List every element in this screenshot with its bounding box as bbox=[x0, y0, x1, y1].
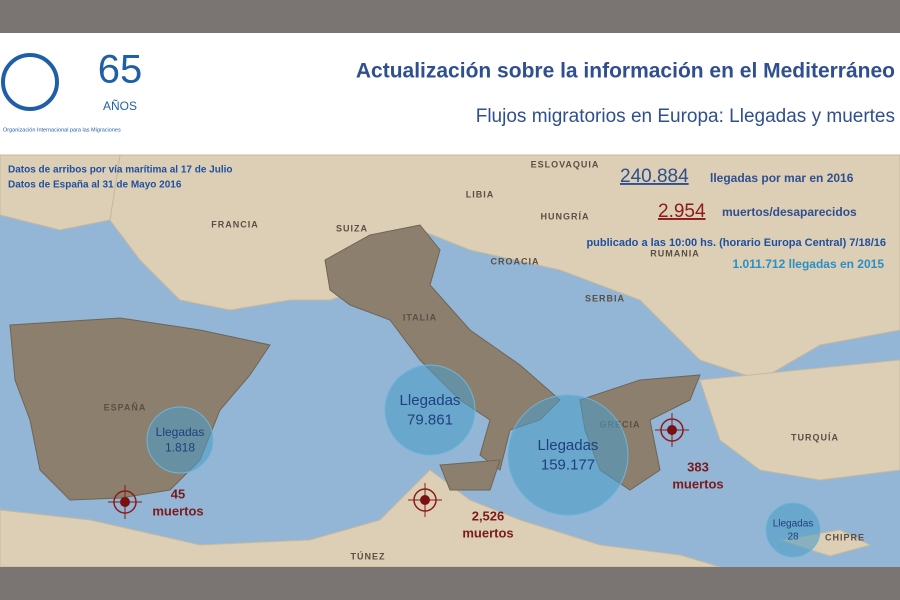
death-label: muertos bbox=[672, 476, 723, 491]
country-label: TÚNEZ bbox=[351, 550, 386, 561]
note: Datos de arribos por vía marítima al 17 … bbox=[8, 165, 233, 176]
target-dot bbox=[120, 497, 130, 507]
target-dot bbox=[420, 495, 430, 505]
header-bg bbox=[0, 33, 900, 155]
bubble-label: Llegadas bbox=[538, 437, 599, 454]
arrival-bubble bbox=[765, 502, 821, 558]
bubble-value: 1.818 bbox=[165, 441, 195, 455]
death-value: 45 bbox=[171, 486, 185, 501]
title: Actualización sobre la información en el… bbox=[356, 60, 895, 83]
top-bar bbox=[0, 0, 900, 33]
bubble-label: Llegadas bbox=[773, 519, 814, 530]
published: publicado a las 10:00 hs. (horario Europ… bbox=[586, 237, 886, 249]
country-label: FRANCIA bbox=[211, 219, 259, 229]
arrivals-number: 240.884 bbox=[620, 166, 689, 187]
subtitle: Flujos migratorios en Europa: Llegadas y… bbox=[476, 106, 895, 127]
bubble-value: 28 bbox=[787, 532, 799, 543]
deaths-text: muertos/desaparecidos bbox=[722, 205, 857, 219]
header: 65 AÑOS Organización Internacional para … bbox=[1, 48, 895, 133]
country-label: ITALIA bbox=[403, 312, 437, 322]
death-value: 383 bbox=[687, 459, 709, 474]
country-label: ESPAÑA bbox=[104, 402, 147, 412]
bubble-label: Llegadas bbox=[400, 392, 461, 409]
country-label: SERBIA bbox=[585, 293, 625, 303]
country-label: HUNGRÍA bbox=[541, 211, 590, 221]
country-label: CHIPRE bbox=[825, 532, 865, 542]
country-label: CROACIA bbox=[491, 256, 540, 266]
arrival-bubble bbox=[146, 406, 214, 474]
country-label: TURQUÍA bbox=[791, 432, 839, 442]
bottom-bar bbox=[0, 567, 900, 600]
logo-number: 65 bbox=[98, 48, 143, 92]
note: Datos de España al 31 de Mayo 2016 bbox=[8, 180, 182, 191]
country-label: LIBIA bbox=[466, 189, 495, 199]
death-value: 2,526 bbox=[472, 508, 505, 523]
death-label: muertos bbox=[152, 503, 203, 518]
country-label: ESLOVAQUIA bbox=[531, 159, 600, 169]
bubble-value: 159.177 bbox=[541, 456, 595, 473]
arrivals-text: llegadas por mar en 2016 bbox=[710, 171, 854, 185]
logo-years: AÑOS bbox=[103, 99, 137, 113]
target-dot bbox=[667, 425, 677, 435]
org-name: Organización Internacional para las Migr… bbox=[3, 127, 121, 133]
death-label: muertos bbox=[462, 525, 513, 540]
death-markers: 45 muertos 2,526 muertos 383 muertos bbox=[108, 413, 724, 540]
logo-globe bbox=[1, 53, 59, 111]
arrivals-2015: 1.011.712 llegadas en 2015 bbox=[733, 257, 885, 271]
country-label: RUMANIA bbox=[650, 248, 700, 258]
arrival-bubbles: Llegadas 1.818 Llegadas 79.861 Llegadas 159.1… bbox=[146, 364, 821, 558]
country-label: SUIZA bbox=[336, 223, 368, 233]
bubble-value: 79.861 bbox=[407, 411, 453, 428]
bubble-label: Llegadas bbox=[156, 425, 205, 439]
arrival-bubble bbox=[384, 364, 476, 456]
deaths-number: 2.954 bbox=[658, 201, 706, 222]
arrival-bubble bbox=[507, 394, 629, 516]
